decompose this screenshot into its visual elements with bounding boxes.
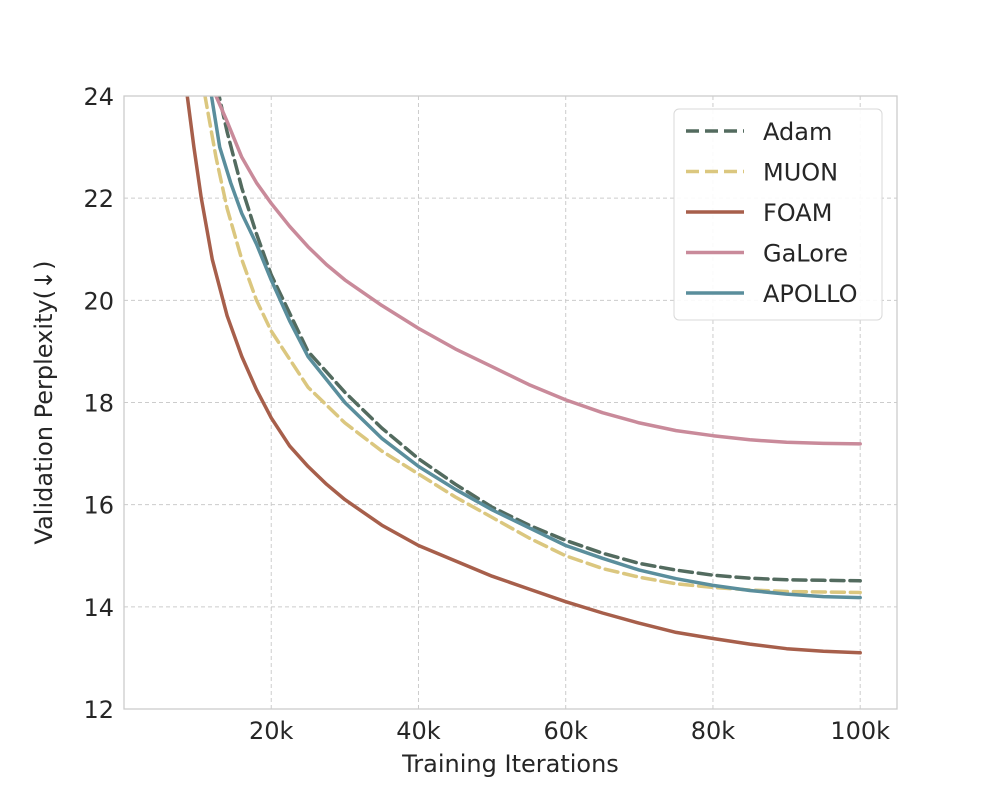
legend-box — [673, 108, 883, 321]
x-tick-label: 100k — [830, 717, 890, 745]
x-axis-title: Training Iterations — [401, 750, 619, 778]
legend-label-adam: Adam — [763, 118, 832, 146]
series-line-adam — [217, 96, 862, 583]
y-axis-title: Validation Perplexity(↓) — [30, 261, 58, 545]
y-tick-label: 12 — [83, 696, 114, 724]
y-tick-label: 20 — [83, 287, 114, 315]
series-line-apollo — [209, 96, 862, 600]
y-tick-label: 18 — [83, 390, 114, 418]
legend: Adam MUON FOAM GaLore APOLLO — [673, 108, 883, 321]
x-tick-label: 60k — [543, 717, 588, 745]
x-tick-label: 20k — [249, 717, 294, 745]
plot-frame — [123, 95, 898, 710]
y-tick-label: 14 — [83, 594, 114, 622]
series-line-galore — [214, 96, 862, 446]
x-tick-label: 80k — [691, 717, 736, 745]
legend-label-muon: MUON — [763, 159, 838, 187]
tick-labels: 20k 40k 60k 80k 100k 12 14 16 18 20 22 24 — [83, 83, 890, 745]
legend-label-galore: GaLore — [763, 240, 848, 268]
legend-label-apollo: APOLLO — [763, 280, 858, 308]
series-layer — [185, 96, 862, 655]
legend-label-foam: FOAM — [763, 199, 832, 227]
y-tick-label: 22 — [83, 185, 114, 213]
y-tick-label: 16 — [83, 492, 114, 520]
series-line-foam — [185, 96, 862, 655]
y-tick-label: 24 — [83, 83, 114, 111]
x-tick-label: 40k — [396, 717, 441, 745]
